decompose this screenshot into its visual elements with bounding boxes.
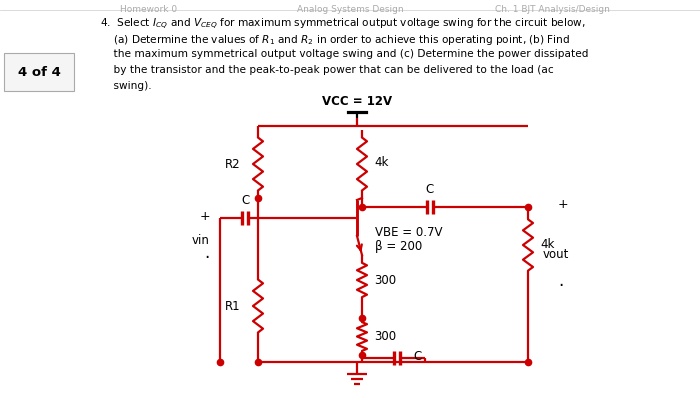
Text: C: C [241, 194, 249, 207]
Text: C: C [426, 183, 434, 196]
Text: 300: 300 [374, 330, 396, 343]
Text: vin: vin [192, 233, 210, 246]
Text: C: C [413, 350, 421, 363]
Text: β = 200: β = 200 [375, 240, 422, 253]
Text: ·: · [204, 249, 210, 267]
Text: ·: · [558, 277, 564, 295]
Text: +: + [199, 211, 210, 224]
Text: (a) Determine the values of $R_1$ and $R_2$ in order to achieve this operating p: (a) Determine the values of $R_1$ and $R… [100, 33, 570, 47]
Text: 4k: 4k [540, 239, 554, 252]
Text: swing).: swing). [100, 81, 152, 91]
FancyBboxPatch shape [4, 53, 74, 91]
Text: R2: R2 [225, 158, 240, 171]
Text: Analog Systems Design: Analog Systems Design [297, 5, 403, 14]
Text: 4.  Select $I_{CQ}$ and $V_{CEQ}$ for maximum symmetrical output voltage swing f: 4. Select $I_{CQ}$ and $V_{CEQ}$ for max… [100, 17, 586, 32]
Text: vout: vout [543, 248, 569, 261]
Text: Ch. 1 BJT Analysis/Design: Ch. 1 BJT Analysis/Design [495, 5, 610, 14]
Text: 300: 300 [374, 273, 396, 286]
Text: +: + [558, 198, 568, 211]
Text: R1: R1 [225, 299, 240, 312]
Text: 4k: 4k [374, 156, 388, 169]
Text: VCC = 12V: VCC = 12V [322, 95, 392, 108]
Text: VBE = 0.7V: VBE = 0.7V [375, 226, 442, 239]
Text: 4 of 4: 4 of 4 [18, 66, 60, 79]
Text: the maximum symmetrical output voltage swing and (c) Determine the power dissipa: the maximum symmetrical output voltage s… [100, 49, 589, 59]
Text: by the transistor and the peak-to-peak power that can be delivered to the load (: by the transistor and the peak-to-peak p… [100, 65, 554, 75]
Text: Homework 0: Homework 0 [120, 5, 177, 14]
